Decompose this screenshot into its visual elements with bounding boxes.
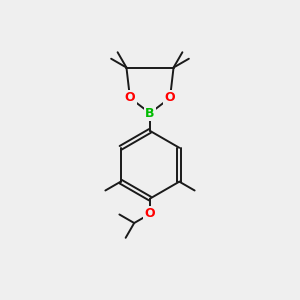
Text: O: O [165, 92, 175, 104]
Text: O: O [145, 207, 155, 220]
Text: B: B [145, 107, 155, 120]
Text: O: O [125, 92, 135, 104]
